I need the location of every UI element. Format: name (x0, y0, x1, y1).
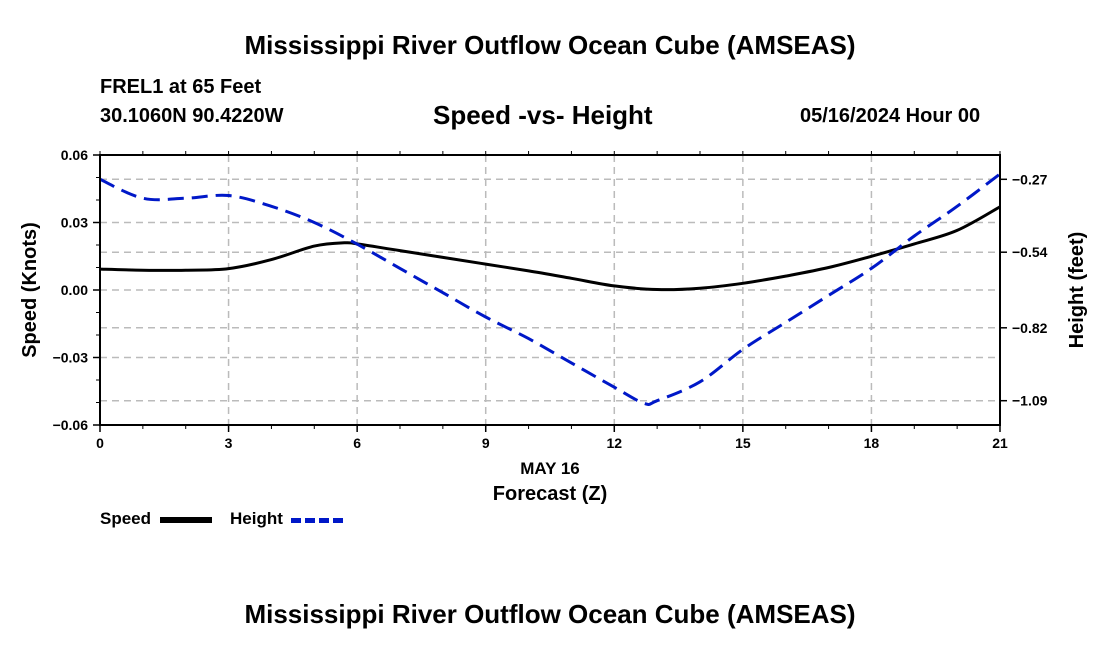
x-tick-label: 18 (864, 435, 880, 451)
legend-height-swatch (291, 518, 343, 523)
y-axis-left-label: Speed (Knots) (19, 222, 41, 358)
x-tick-label: 9 (482, 435, 490, 451)
y-left-tick-label: 0.00 (61, 282, 88, 298)
x-axis-label: Forecast (Z) (493, 483, 607, 505)
y-right-tick-label: −0.54 (1012, 244, 1048, 260)
y-axis-right-label: Height (feet) (1066, 232, 1088, 349)
x-tick-label: 21 (992, 435, 1008, 451)
x-tick-label: 12 (606, 435, 622, 451)
forecast-datetime: 05/16/2024 Hour 00 (800, 105, 981, 127)
series-line-speed (99, 205, 1001, 292)
chart-subtitle: Speed -vs- Height (433, 100, 653, 130)
grid-layer (100, 155, 1000, 425)
legend-speed-swatch (160, 517, 212, 523)
station-label: FREL1 at 65 Feet (100, 76, 262, 98)
x-axis-date-label: MAY 16 (520, 459, 580, 478)
axis-layer: 0 3 6 9 12 15 18 21 0.06 0.03 0.00 −0.03 −0.06 −0.27 −… (53, 147, 1048, 451)
y-left-tick-label: 0.03 (61, 215, 88, 231)
y-right-tick-label: −0.27 (1012, 171, 1048, 187)
y-left-tick-label: 0.06 (61, 147, 88, 163)
y-right-tick-label: −1.09 (1012, 393, 1048, 409)
series-line-height (99, 172, 1001, 407)
legend-height-label: Height (230, 509, 283, 528)
footer-title: Mississippi River Outflow Ocean Cube (AM… (244, 599, 856, 629)
series-layer (99, 172, 1001, 407)
legend-speed-label: Speed (100, 509, 152, 528)
station-coordinates: 30.1060N 90.4220W (100, 105, 284, 127)
chart-title: Mississippi River Outflow Ocean Cube (AM… (244, 30, 856, 60)
x-tick-label: 6 (353, 435, 361, 451)
y-left-tick-label: −0.03 (53, 350, 89, 366)
x-tick-label: 15 (735, 435, 751, 451)
x-tick-label: 0 (96, 435, 104, 451)
y-right-tick-label: −0.82 (1012, 320, 1048, 336)
x-tick-label: 3 (225, 435, 233, 451)
y-left-tick-label: −0.06 (53, 417, 89, 433)
